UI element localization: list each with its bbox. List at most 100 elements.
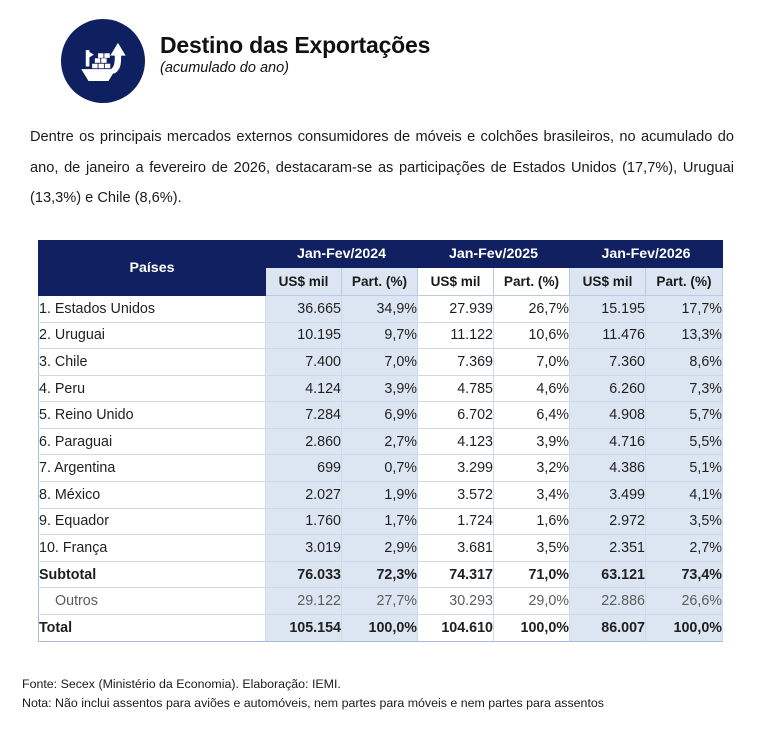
table-wrap: Países Jan-Fev/2024 Jan-Fev/2025 Jan-Fev… <box>38 239 723 642</box>
cell-value: 3,5% <box>493 534 570 562</box>
cell-value: 36.665 <box>265 294 342 323</box>
cell-country: Subtotal <box>38 560 266 589</box>
cell-value: 4,6% <box>493 374 570 403</box>
table-head-groups-row: Países Jan-Fev/2024 Jan-Fev/2025 Jan-Fev… <box>38 239 723 296</box>
table-head: Países Jan-Fev/2024 Jan-Fev/2025 Jan-Fev… <box>38 239 723 296</box>
cell-value: 34,9% <box>341 294 418 323</box>
table-row: 3. Chile 7.400 7,0% 7.369 7,0% 7.360 8,6% <box>38 348 723 376</box>
cell-country: 1. Estados Unidos <box>38 294 266 323</box>
cell-value: 26,6% <box>645 587 723 616</box>
cell-value: 4.123 <box>417 427 494 456</box>
table-row: 2. Uruguai 10.195 9,7% 11.122 10,6% 11.476 13,… <box>38 321 723 350</box>
cell-value: 1,7% <box>341 507 418 536</box>
cell-value: 105.154 <box>265 614 342 642</box>
cell-value: 4.785 <box>417 374 494 403</box>
cell-value: 699 <box>265 454 342 483</box>
cell-value: 4.716 <box>569 427 646 456</box>
cell-value: 29,0% <box>493 587 570 616</box>
cell-value: 4.386 <box>569 454 646 483</box>
cell-value: 2.351 <box>569 534 646 562</box>
cell-value: 100,0% <box>341 614 418 642</box>
footnotes: Fonte: Secex (Ministério da Economia). E… <box>22 675 604 713</box>
report-header: Destino das Exportações (acumulado do an… <box>0 0 767 104</box>
cell-value: 1,6% <box>493 507 570 536</box>
cell-country: 8. México <box>38 481 266 509</box>
cell-value: 2,9% <box>341 534 418 562</box>
cell-value: 6.260 <box>569 374 646 403</box>
cell-value: 71,0% <box>493 560 570 589</box>
cell-value: 3.299 <box>417 454 494 483</box>
cell-country: 5. Reino Unido <box>38 401 266 429</box>
cell-value: 3,9% <box>493 427 570 456</box>
cell-country: 6. Paraguai <box>38 427 266 456</box>
column-group-2025: Jan-Fev/2025 <box>417 239 570 268</box>
cell-value: 2,7% <box>341 427 418 456</box>
logo-wrap <box>58 16 148 106</box>
table-row: 6. Paraguai 2.860 2,7% 4.123 3,9% 4.716 5,5% <box>38 427 723 456</box>
column-group-2026: Jan-Fev/2026 <box>569 239 723 268</box>
table-row: 1. Estados Unidos 36.665 34,9% 27.939 26,7% 1… <box>38 294 723 323</box>
cell-value: 72,3% <box>341 560 418 589</box>
cell-value: 4.908 <box>569 401 646 429</box>
cell-value: 30.293 <box>417 587 494 616</box>
cell-value: 2,7% <box>645 534 723 562</box>
cell-value: 15.195 <box>569 294 646 323</box>
cell-value: 8,6% <box>645 348 723 376</box>
table-body: 1. Estados Unidos 36.665 34,9% 27.939 26,7% 1… <box>38 294 723 642</box>
cell-value: 7,0% <box>493 348 570 376</box>
cell-value: 29.122 <box>265 587 342 616</box>
subheader-2024-value: US$ mil <box>265 266 342 296</box>
cell-value: 6,9% <box>341 401 418 429</box>
cell-value: 5,7% <box>645 401 723 429</box>
cell-value: 63.121 <box>569 560 646 589</box>
cell-country: 4. Peru <box>38 374 266 403</box>
cell-value: 10.195 <box>265 321 342 350</box>
cell-country: 10. França <box>38 534 266 562</box>
table-row: 9. Equador 1.760 1,7% 1.724 1,6% 2.972 3,5% <box>38 507 723 536</box>
cell-value: 76.033 <box>265 560 342 589</box>
cell-value: 2.972 <box>569 507 646 536</box>
footnote-source: Fonte: Secex (Ministério da Economia). E… <box>22 677 341 691</box>
table-row: 4. Peru 4.124 3,9% 4.785 4,6% 6.260 7,3% <box>38 374 723 403</box>
table-row: 7. Argentina 699 0,7% 3.299 3,2% 4.386 5,1% <box>38 454 723 483</box>
table-row: 10. França 3.019 2,9% 3.681 3,5% 2.351 2,7% <box>38 534 723 562</box>
cell-country: 7. Argentina <box>38 454 266 483</box>
cell-value: 11.476 <box>569 321 646 350</box>
cell-value: 3.572 <box>417 481 494 509</box>
cell-value: 7.369 <box>417 348 494 376</box>
cell-value: 104.610 <box>417 614 494 642</box>
cell-country: Outros <box>38 587 266 616</box>
cell-country: 2. Uruguai <box>38 321 266 350</box>
page-subtitle: (acumulado do ano) <box>160 60 289 77</box>
table-row: 8. México 2.027 1,9% 3.572 3,4% 3.499 4,1% <box>38 481 723 509</box>
cell-value: 27.939 <box>417 294 494 323</box>
table-row: Total 105.154 100,0% 104.610 100,0% 86.007 100… <box>38 614 723 642</box>
cell-value: 100,0% <box>645 614 723 642</box>
cell-value: 3.499 <box>569 481 646 509</box>
cell-value: 3.681 <box>417 534 494 562</box>
cell-value: 74.317 <box>417 560 494 589</box>
column-header-countries: Países <box>38 239 266 296</box>
cell-value: 2.027 <box>265 481 342 509</box>
cell-value: 27,7% <box>341 587 418 616</box>
subheader-2024-share: Part. (%) <box>341 266 418 296</box>
cell-value: 11.122 <box>417 321 494 350</box>
cargo-ship-export-icon <box>61 19 145 103</box>
cell-country: 3. Chile <box>38 348 266 376</box>
cell-value: 17,7% <box>645 294 723 323</box>
cell-value: 9,7% <box>341 321 418 350</box>
subheader-2025-share: Part. (%) <box>493 266 570 296</box>
cell-value: 22.886 <box>569 587 646 616</box>
footnote-note: Nota: Não inclui assentos para aviões e … <box>22 696 604 711</box>
table-row: Outros 29.122 27,7% 30.293 29,0% 22.886 26,6% <box>38 587 723 616</box>
cell-value: 1,9% <box>341 481 418 509</box>
cell-value: 13,3% <box>645 321 723 350</box>
cell-value: 1.724 <box>417 507 494 536</box>
cell-value: 3,5% <box>645 507 723 536</box>
exports-destination-table: Países Jan-Fev/2024 Jan-Fev/2025 Jan-Fev… <box>38 239 723 642</box>
page-title: Destino das Exportações <box>160 32 431 58</box>
cell-value: 10,6% <box>493 321 570 350</box>
subheader-2025-value: US$ mil <box>417 266 494 296</box>
cell-value: 6.702 <box>417 401 494 429</box>
title-block: Destino das Exportações (acumulado do an… <box>160 16 430 78</box>
